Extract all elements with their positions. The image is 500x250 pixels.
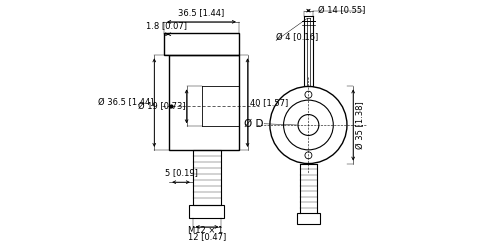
Text: 40 [1.57]: 40 [1.57] xyxy=(250,98,288,107)
Text: Ø 4 [0.16]: Ø 4 [0.16] xyxy=(276,34,318,42)
Text: Ø 14 [0.55]: Ø 14 [0.55] xyxy=(318,6,366,15)
Bar xyxy=(297,213,320,224)
Text: Ø 19 [0.73]: Ø 19 [0.73] xyxy=(138,102,186,111)
Bar xyxy=(193,150,222,204)
Bar xyxy=(164,33,239,56)
Text: Ø D: Ø D xyxy=(244,119,264,129)
Text: Ø 36.5 [1.44]: Ø 36.5 [1.44] xyxy=(98,98,153,107)
Bar xyxy=(189,204,224,218)
Text: M12 × 1: M12 × 1 xyxy=(188,226,223,235)
Text: Ø 35 [1.38]: Ø 35 [1.38] xyxy=(356,101,364,149)
Text: 12 [0.47]: 12 [0.47] xyxy=(188,232,226,241)
Text: 36.5 [1.44]: 36.5 [1.44] xyxy=(178,8,224,17)
Text: 1.8 [0.07]: 1.8 [0.07] xyxy=(146,21,187,30)
Text: 5 [0.19]: 5 [0.19] xyxy=(164,168,198,177)
Bar xyxy=(169,56,239,150)
